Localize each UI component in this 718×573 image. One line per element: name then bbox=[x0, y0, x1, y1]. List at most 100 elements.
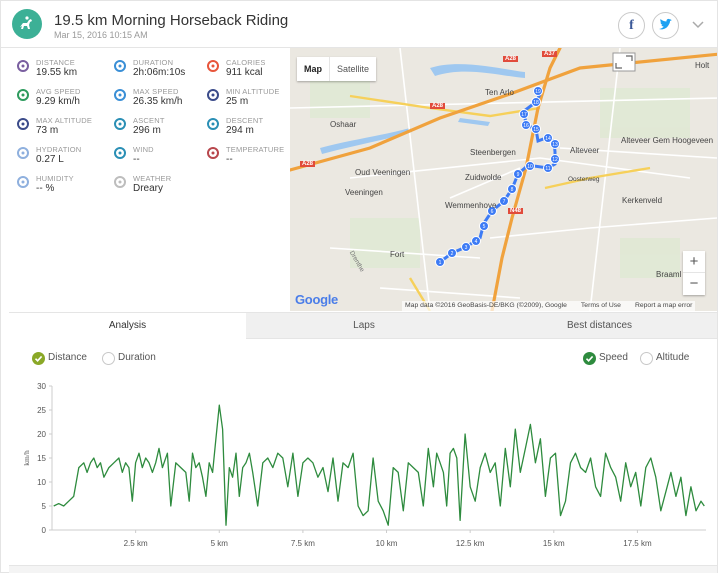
lap-number: 14 bbox=[545, 136, 551, 142]
stopwatch-icon bbox=[113, 59, 127, 73]
map-place-label: Fort bbox=[390, 250, 405, 259]
stat-value: -- % bbox=[36, 183, 55, 194]
stat-max-altitude: Max altitude 73 m bbox=[16, 115, 112, 143]
speed-chart[interactable]: 0 5 10 15 20 25 30 2.5 km 5 km 7.5 km 10 km 12.5 km… bbox=[9, 381, 717, 561]
lap-marker[interactable]: 12 bbox=[550, 154, 560, 164]
lap-number: 16 bbox=[523, 123, 529, 129]
checked-radio-icon bbox=[583, 352, 596, 365]
lap-marker[interactable]: 7 bbox=[499, 196, 509, 206]
thermometer-icon bbox=[206, 146, 220, 160]
lap-marker[interactable]: 1 bbox=[435, 257, 445, 267]
ascent-icon bbox=[113, 117, 127, 131]
lap-marker[interactable]: 18 bbox=[531, 97, 541, 107]
map-place-label: Zuidwolde bbox=[465, 173, 502, 182]
tab-best-distances[interactable]: Best distances bbox=[566, 320, 633, 331]
stats-panel: Distance 19.55 km Duration 2h:06m:10s Calori… bbox=[1, 48, 290, 311]
stat-ascent: Ascent 296 m bbox=[113, 115, 209, 143]
stat-weather: Weather Dreary bbox=[113, 173, 209, 201]
map-place-label: Wemmenhove bbox=[445, 201, 497, 210]
y-tick-label: 0 bbox=[42, 526, 47, 535]
lap-marker[interactable]: 17 bbox=[519, 109, 529, 119]
y-tick-label: 20 bbox=[37, 430, 46, 439]
horse-riding-icon bbox=[12, 9, 42, 39]
facebook-share-button[interactable]: f bbox=[618, 12, 645, 39]
attribution-data: Map data ©2016 GeoBasis-DE/BKG (©2009), … bbox=[405, 302, 567, 309]
map-type-satellite-button[interactable]: Satellite bbox=[329, 57, 376, 81]
x-tick-label: 5 km bbox=[211, 539, 229, 548]
zoom-in-button[interactable]: + bbox=[683, 251, 705, 273]
stat-value: -- bbox=[133, 154, 140, 165]
fullscreen-icon[interactable] bbox=[612, 52, 636, 72]
altitude-label: Altitude bbox=[656, 352, 690, 363]
stat-max-speed: Max speed 26.35 km/h bbox=[113, 86, 209, 114]
stat-label: Descent bbox=[226, 116, 264, 125]
lap-marker[interactable]: 11 bbox=[543, 163, 553, 173]
stat-value: 73 m bbox=[36, 125, 59, 136]
map-place-label: Steenbergen bbox=[470, 148, 516, 157]
zoom-out-button[interactable]: − bbox=[689, 275, 699, 292]
lap-marker[interactable]: 10 bbox=[525, 161, 535, 171]
stat-label: Humidity bbox=[36, 174, 74, 183]
chevron-down-icon[interactable] bbox=[690, 16, 706, 32]
stat-value: 9.29 km/h bbox=[36, 96, 80, 107]
lap-marker[interactable]: 14 bbox=[543, 133, 553, 143]
terms-of-use-link[interactable]: Terms of Use bbox=[580, 302, 621, 309]
map-place-label: Alteveer bbox=[570, 146, 600, 155]
stat-avg-speed: Avg speed 9.29 km/h bbox=[16, 86, 112, 114]
mountain-peak-icon bbox=[16, 117, 30, 131]
map-type-toggle: Map Satellite bbox=[297, 57, 377, 81]
lap-marker[interactable]: 6 bbox=[487, 206, 497, 216]
activity-title: 19.5 km Morning Horseback Riding bbox=[54, 12, 289, 29]
humidity-icon bbox=[16, 175, 30, 189]
google-logo: Google bbox=[295, 292, 338, 307]
stat-label: Ascent bbox=[133, 116, 165, 125]
lap-number: 18 bbox=[533, 100, 539, 106]
y-tick-label: 15 bbox=[37, 454, 46, 463]
stat-humidity: Humidity -- % bbox=[16, 173, 112, 201]
lap-marker[interactable]: 3 bbox=[461, 242, 471, 252]
lap-marker[interactable]: 8 bbox=[507, 184, 517, 194]
duration-label: Duration bbox=[118, 352, 156, 363]
tab-analysis[interactable]: Analysis bbox=[9, 313, 246, 339]
report-map-error-link[interactable]: Report a map error bbox=[634, 302, 693, 309]
map-place-label: Oshaar bbox=[330, 120, 357, 129]
lap-marker[interactable]: 4 bbox=[471, 236, 481, 246]
stat-value: Dreary bbox=[133, 183, 164, 194]
lap-marker[interactable]: 15 bbox=[531, 124, 541, 134]
stat-label: Wind bbox=[133, 145, 154, 154]
lap-marker[interactable]: 13 bbox=[550, 139, 560, 149]
lap-number: 4 bbox=[475, 239, 478, 245]
map-type-map-button[interactable]: Map bbox=[304, 64, 322, 74]
unchecked-radio-icon bbox=[640, 352, 653, 365]
lap-marker[interactable]: 16 bbox=[521, 120, 531, 130]
lap-number: 15 bbox=[533, 127, 539, 133]
lap-number: 11 bbox=[545, 166, 550, 172]
stat-value: 26.35 km/h bbox=[133, 96, 183, 107]
tab-laps[interactable]: Laps bbox=[353, 320, 375, 331]
stat-descent: Descent 294 m bbox=[206, 115, 302, 143]
y-tick-label: 25 bbox=[37, 406, 46, 415]
route-map[interactable]: 1 2 3 4 5 6 7 8 9 10 11 12 13 14 15 16 17 18 19 Oshaar Ten … bbox=[290, 48, 717, 311]
stat-label: Max speed bbox=[133, 87, 179, 96]
stat-min-altitude: Min altitude 25 m bbox=[206, 86, 302, 114]
lap-number: 13 bbox=[552, 142, 558, 148]
activity-header: 19.5 km Morning Horseback Riding Mar 15,… bbox=[1, 1, 717, 48]
twitter-share-button[interactable]: t bbox=[652, 12, 679, 39]
cloud-icon bbox=[113, 175, 127, 189]
lap-marker[interactable]: 9 bbox=[513, 169, 523, 179]
stat-value: 294 m bbox=[226, 125, 254, 136]
x-tick-label: 15 km bbox=[543, 539, 565, 548]
stat-calories: Calories 911 kcal bbox=[206, 57, 302, 85]
lap-number: 7 bbox=[503, 199, 506, 205]
stat-label: Hydration bbox=[36, 145, 82, 154]
stat-label: Weather bbox=[133, 174, 172, 183]
lap-marker[interactable]: 2 bbox=[447, 248, 457, 258]
lap-marker[interactable]: 19 bbox=[533, 86, 543, 96]
speed-label: Speed bbox=[599, 352, 628, 363]
wind-icon bbox=[113, 146, 127, 160]
y-tick-label: 5 bbox=[42, 502, 47, 511]
stat-label: Distance bbox=[36, 58, 75, 67]
lap-marker[interactable]: 5 bbox=[479, 221, 489, 231]
